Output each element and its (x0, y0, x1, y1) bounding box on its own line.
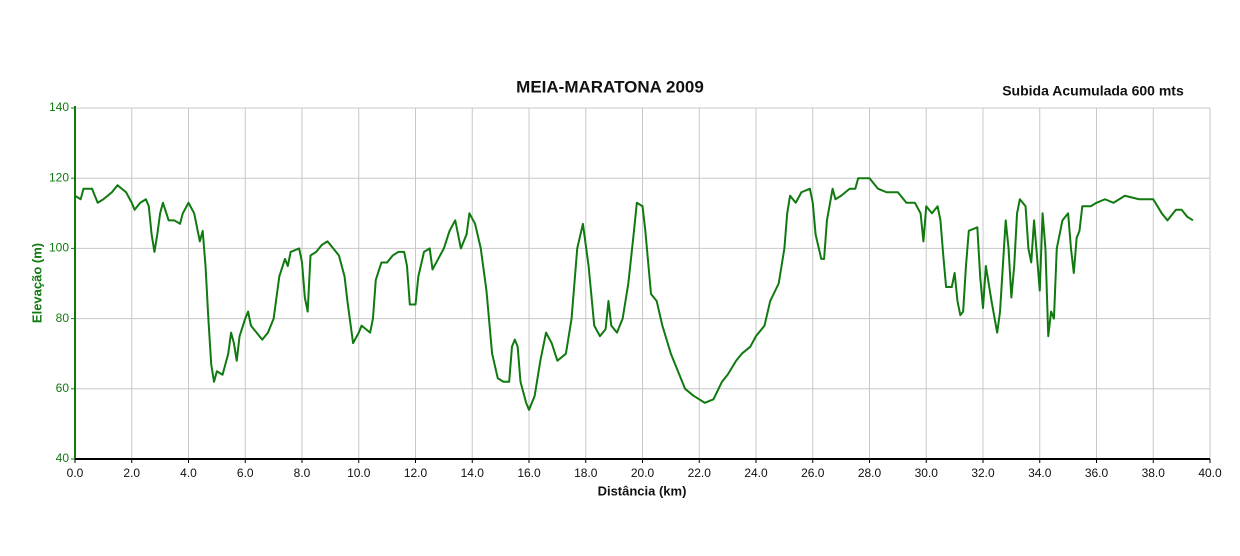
x-tick-label: 20.0 (631, 466, 655, 480)
x-tick-label: 18.0 (574, 466, 598, 480)
y-axis-label: Elevação (m) (29, 243, 44, 323)
x-tick-label: 40.0 (1198, 466, 1222, 480)
x-tick-label: 14.0 (461, 466, 485, 480)
x-tick-label: 28.0 (858, 466, 882, 480)
x-axis-label: Distância (km) (598, 483, 687, 498)
x-tick-label: 0.0 (67, 466, 84, 480)
x-tick-label: 22.0 (688, 466, 712, 480)
x-tick-label: 4.0 (180, 466, 197, 480)
x-tick-label: 2.0 (123, 466, 140, 480)
annotation: Subida Acumulada 600 mts (1002, 83, 1184, 99)
x-tick-label: 12.0 (404, 466, 428, 480)
x-tick-label: 32.0 (971, 466, 995, 480)
x-tick-label: 10.0 (347, 466, 371, 480)
x-tick-label: 6.0 (237, 466, 254, 480)
x-tick-label: 24.0 (744, 466, 768, 480)
y-tick-label: 120 (49, 170, 69, 184)
y-tick-label: 80 (56, 311, 70, 325)
x-tick-label: 26.0 (801, 466, 825, 480)
y-tick-label: 40 (56, 451, 70, 465)
y-tick-label: 100 (49, 241, 69, 255)
x-tick-label: 38.0 (1142, 466, 1166, 480)
chart-title: MEIA-MARATONA 2009 (516, 77, 704, 96)
x-tick-label: 8.0 (294, 466, 311, 480)
x-tick-label: 30.0 (915, 466, 939, 480)
elevation-line (74, 177, 1194, 411)
x-tick-label: 36.0 (1085, 466, 1109, 480)
y-tick-label: 60 (56, 381, 70, 395)
x-tick-label: 34.0 (1028, 466, 1052, 480)
x-tick-label: 16.0 (517, 466, 541, 480)
y-tick-label: 140 (49, 100, 69, 114)
